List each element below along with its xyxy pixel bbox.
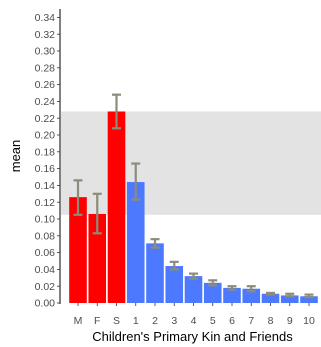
bar-m — [69, 197, 87, 303]
x-tick-label: 6 — [229, 315, 235, 327]
bar-4 — [184, 276, 203, 303]
y-tick-label: 0.20 — [35, 130, 56, 142]
error-bar-2 — [150, 238, 160, 249]
error-bar-4 — [189, 272, 198, 280]
axes-layer — [57, 9, 310, 306]
error-bar-s — [112, 93, 121, 130]
error-bar-m — [73, 179, 83, 216]
bar-f — [88, 213, 107, 303]
bars-layer — [69, 111, 318, 303]
x-tick-label: 1 — [133, 315, 139, 327]
x-tick-label: F — [94, 315, 100, 327]
y-tick-label: 0.18 — [35, 146, 56, 158]
x-tick-label: M — [74, 315, 83, 327]
error-bar-8 — [266, 291, 275, 296]
x-tick-labels: M F S 1 2 3 4 5 6 7 8 9 10 — [74, 315, 315, 327]
y-tick-label: 0.26 — [35, 79, 56, 91]
error-bar-7 — [246, 285, 256, 293]
y-tick-label: 0.10 — [35, 214, 56, 226]
y-axis-title: mean — [8, 140, 23, 173]
error-bar-10 — [304, 293, 314, 299]
error-bar-1 — [131, 162, 141, 201]
x-axis-title: Children's Primary Kin and Friends — [92, 329, 293, 344]
y-tick-label: 0.28 — [35, 62, 56, 74]
y-tick-labels: 0.00 0.02 0.04 0.06 0.08 0.10 0.12 0.14 0.16 0.18… — [35, 12, 56, 310]
x-tick-label: 5 — [210, 315, 216, 327]
y-tick-label: 0.08 — [35, 230, 56, 242]
y-tick-label: 0.34 — [35, 12, 56, 24]
x-tick-label: 10 — [303, 315, 315, 327]
reference-band — [61, 111, 321, 215]
error-bar-3 — [169, 260, 179, 271]
y-tick-label: 0.00 — [35, 298, 56, 310]
y-tick-label: 0.14 — [35, 180, 56, 192]
y-tick-label: 0.24 — [35, 96, 56, 108]
y-tick-label: 0.22 — [35, 113, 56, 125]
y-tick-label: 0.06 — [35, 247, 56, 259]
bar-9 — [280, 295, 299, 303]
bar-s — [107, 111, 126, 303]
x-tick-label: 2 — [152, 315, 158, 327]
bar-8 — [261, 293, 280, 303]
bar-5 — [203, 282, 222, 303]
bar-10 — [300, 296, 318, 303]
error-bar-6 — [227, 285, 237, 291]
y-tick-label: 0.32 — [35, 29, 56, 41]
x-tick-label: S — [113, 315, 120, 327]
x-tick-label: 8 — [268, 315, 274, 327]
bar-3 — [165, 266, 184, 303]
bar-1 — [126, 182, 145, 303]
x-tick-label: 9 — [287, 315, 293, 327]
error-bars-layer — [73, 93, 314, 299]
x-tick-label: 3 — [171, 315, 177, 327]
y-tick-label: 0.30 — [35, 46, 56, 58]
error-bar-9 — [285, 292, 295, 298]
y-tick-label: 0.04 — [35, 264, 56, 276]
bar-2 — [146, 243, 164, 303]
reference-band-layer — [61, 111, 321, 215]
y-tick-label: 0.16 — [35, 163, 56, 175]
x-tick-label: 4 — [191, 315, 197, 327]
error-bar-5 — [208, 279, 218, 287]
y-tick-label: 0.02 — [35, 281, 56, 293]
x-tick-label: 7 — [248, 315, 254, 327]
error-bar-f — [92, 192, 102, 235]
y-tick-label: 0.12 — [35, 197, 56, 209]
bar-6 — [223, 287, 241, 303]
